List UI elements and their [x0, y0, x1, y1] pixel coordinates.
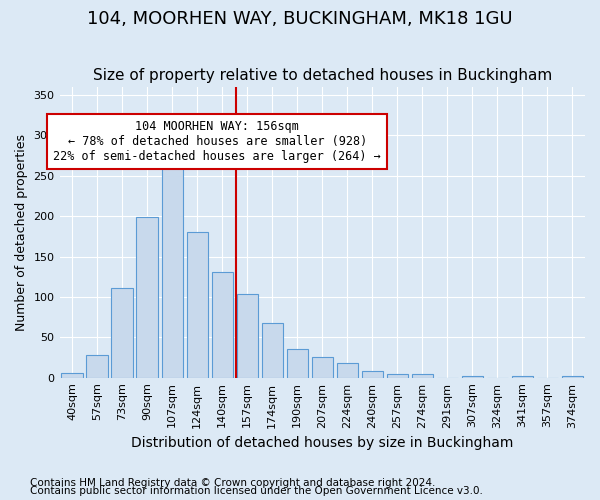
Y-axis label: Number of detached properties: Number of detached properties: [15, 134, 28, 331]
Bar: [86, 355, 108, 378]
Bar: [136, 217, 158, 378]
Bar: [161, 145, 183, 378]
Bar: [387, 374, 408, 378]
Bar: [287, 348, 308, 378]
Text: 104 MOORHEN WAY: 156sqm
← 78% of detached houses are smaller (928)
22% of semi-d: 104 MOORHEN WAY: 156sqm ← 78% of detache…: [53, 120, 381, 164]
Bar: [187, 232, 208, 378]
Bar: [512, 376, 533, 378]
Text: Contains public sector information licensed under the Open Government Licence v3: Contains public sector information licen…: [30, 486, 483, 496]
Text: 104, MOORHEN WAY, BUCKINGHAM, MK18 1GU: 104, MOORHEN WAY, BUCKINGHAM, MK18 1GU: [87, 10, 513, 28]
Bar: [236, 294, 258, 378]
Bar: [337, 363, 358, 378]
Bar: [61, 373, 83, 378]
Bar: [311, 356, 333, 378]
Bar: [362, 371, 383, 378]
X-axis label: Distribution of detached houses by size in Buckingham: Distribution of detached houses by size …: [131, 436, 514, 450]
Bar: [462, 376, 483, 378]
Title: Size of property relative to detached houses in Buckingham: Size of property relative to detached ho…: [92, 68, 552, 83]
Bar: [562, 376, 583, 378]
Text: Contains HM Land Registry data © Crown copyright and database right 2024.: Contains HM Land Registry data © Crown c…: [30, 478, 436, 488]
Bar: [262, 323, 283, 378]
Bar: [212, 272, 233, 378]
Bar: [412, 374, 433, 378]
Bar: [112, 288, 133, 378]
